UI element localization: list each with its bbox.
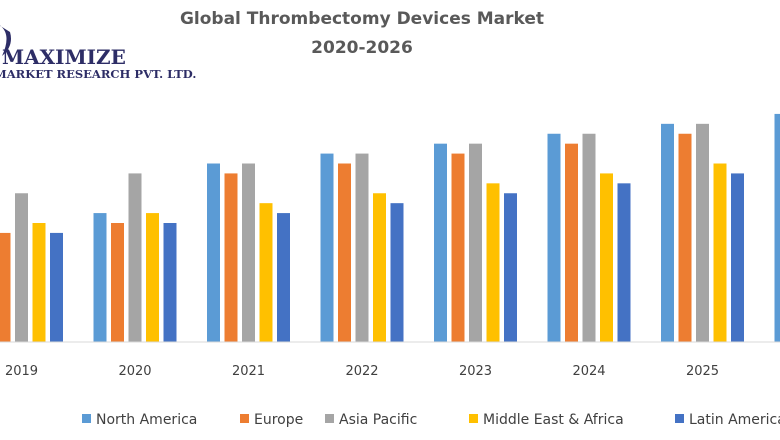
bar-europe-2025	[678, 133, 692, 342]
bar-north-america-2025	[661, 123, 674, 342]
bar-north-america-2023	[434, 143, 447, 342]
bar-latin-america-2020	[163, 223, 177, 342]
bar-europe-2021	[224, 173, 238, 342]
legend-label-europe: Europe	[254, 412, 303, 428]
chart-title: Global Thrombectomy Devices Market	[180, 9, 544, 29]
bar-north-america-2026	[774, 113, 780, 343]
bar-latin-america-2023	[504, 193, 517, 342]
x-tick-label-2023: 2023	[459, 364, 492, 379]
logo-subtitle: MARKET RESEARCH PVT. LTD.	[0, 67, 196, 81]
bar-asia-pacific-2025	[696, 123, 709, 342]
bar-europe-2020	[111, 223, 124, 342]
bar-latin-america-2021	[277, 213, 290, 342]
bar-middle-east-africa-2020	[146, 213, 159, 342]
logo-swoosh-icon	[0, 25, 11, 56]
bar-latin-america-2024	[617, 183, 631, 342]
bar-europe-2022	[338, 163, 351, 342]
x-tick-labels: 20192020202120222023202420252026	[5, 364, 719, 379]
legend-swatch-latin-america	[675, 414, 684, 423]
bar-north-america-2020	[93, 213, 107, 342]
bar-middle-east-africa-2021	[259, 203, 273, 342]
x-tick-label-2020: 2020	[118, 364, 151, 379]
bar-latin-america-2022	[390, 203, 404, 342]
x-tick-label-2024: 2024	[572, 364, 605, 379]
bar-middle-east-africa-2022	[373, 193, 386, 342]
bar-asia-pacific-2021	[242, 163, 255, 342]
company-logo: MAXIMIZE MARKET RESEARCH PVT. LTD.	[0, 25, 196, 81]
legend-swatch-europe	[240, 414, 249, 423]
logo-name: MAXIMIZE	[2, 45, 126, 69]
bar-middle-east-africa-2025	[713, 163, 727, 342]
legend-label-asia-pacific: Asia Pacific	[339, 412, 417, 428]
bar-north-america-2022	[320, 153, 334, 342]
bar-asia-pacific-2022	[355, 153, 369, 342]
legend-swatch-middle-east-africa	[469, 414, 478, 423]
chart-subtitle: 2020-2026	[311, 38, 413, 58]
bar-europe-2019	[0, 232, 11, 342]
legend-swatch-north-america	[82, 414, 91, 423]
bar-europe-2024	[565, 143, 578, 342]
bar-europe-2023	[451, 153, 465, 342]
bar-middle-east-africa-2023	[486, 183, 500, 342]
x-tick-label-2022: 2022	[345, 364, 378, 379]
bar-north-america-2021	[207, 163, 220, 342]
bar-asia-pacific-2019	[15, 193, 28, 342]
bars-layer	[0, 113, 780, 343]
x-tick-label-2025: 2025	[686, 364, 719, 379]
legend-label-north-america: North America	[96, 412, 197, 428]
legend-label-middle-east-africa: Middle East & Africa	[483, 412, 624, 428]
legend: North America Europe Asia Pacific Middle Ea…	[82, 412, 780, 428]
bar-north-america-2024	[547, 133, 561, 342]
bar-asia-pacific-2024	[582, 133, 596, 342]
bar-asia-pacific-2023	[469, 143, 482, 342]
x-tick-label-2021: 2021	[232, 364, 265, 379]
bar-latin-america-2019	[50, 232, 63, 342]
bar-asia-pacific-2020	[128, 173, 142, 342]
x-tick-label-2019: 2019	[5, 364, 38, 379]
bar-latin-america-2025	[731, 173, 744, 342]
bar-middle-east-africa-2024	[600, 173, 613, 342]
bar-middle-east-africa-2019	[32, 223, 46, 342]
legend-label-latin-america: Latin America	[689, 412, 780, 428]
legend-swatch-asia-pacific	[325, 414, 334, 423]
